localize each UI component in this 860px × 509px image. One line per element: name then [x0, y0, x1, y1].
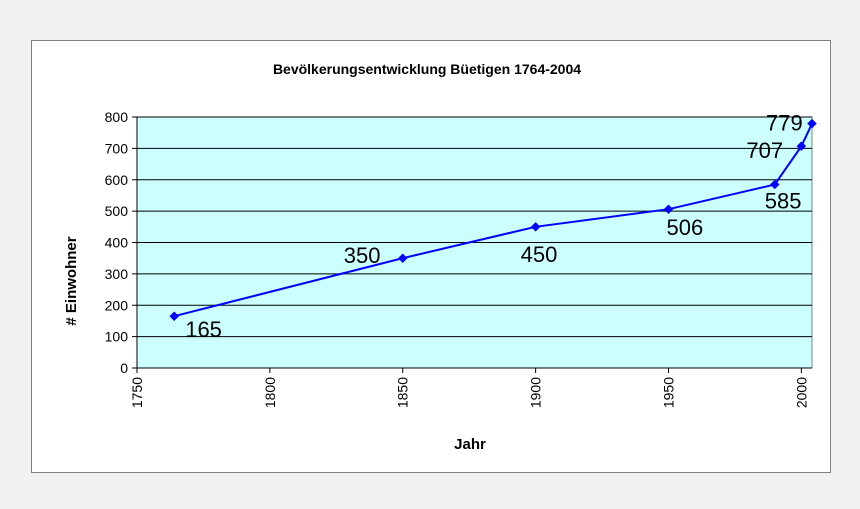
x-tick-label: 1900 [528, 377, 544, 408]
series-line [169, 118, 817, 322]
data-label: 585 [765, 188, 802, 213]
data-label: 506 [666, 215, 703, 240]
y-tick-label: 200 [105, 297, 129, 313]
gridlines [137, 116, 812, 338]
x-tick-label: 1950 [660, 377, 676, 408]
data-point [530, 221, 541, 232]
y-tick-labels: 0 100 200 300 400 500 600 700 800 [105, 109, 129, 376]
y-tick-label: 500 [105, 203, 129, 219]
x-tick-label: 1850 [395, 377, 411, 408]
y-tick-label: 700 [105, 140, 129, 156]
x-tick-label: 1800 [262, 377, 278, 408]
data-label: 165 [185, 317, 222, 342]
x-tick-labels: 1750 1800 1850 1900 1950 2000 [129, 377, 809, 408]
data-point [397, 253, 408, 264]
data-point [663, 204, 674, 215]
y-tick-label: 300 [105, 266, 129, 282]
y-tick-label: 0 [120, 360, 128, 376]
data-label: 350 [344, 243, 381, 268]
y-axis-label: # Einwohner [63, 236, 80, 325]
y-tick-label: 800 [105, 109, 129, 125]
y-tick-label: 400 [105, 235, 129, 251]
chart-frame: Bevölkerungsentwicklung Büetigen 1764-20… [31, 40, 831, 473]
data-point [807, 118, 817, 129]
x-tick-label: 2000 [793, 377, 809, 408]
data-point [169, 311, 180, 322]
line-chart: Bevölkerungsentwicklung Büetigen 1764-20… [63, 61, 817, 453]
data-point [796, 141, 807, 152]
chart-title: Bevölkerungsentwicklung Büetigen 1764-20… [273, 61, 581, 77]
y-tick-label: 100 [105, 329, 129, 345]
y-tick-label: 600 [105, 172, 129, 188]
data-label: 450 [521, 242, 558, 267]
data-label: 707 [746, 138, 783, 163]
x-axis-label: Jahr [454, 436, 486, 453]
data-point [769, 179, 780, 190]
x-tick-label: 1750 [129, 377, 145, 408]
axes [132, 116, 812, 373]
data-label: 779 [766, 111, 803, 136]
